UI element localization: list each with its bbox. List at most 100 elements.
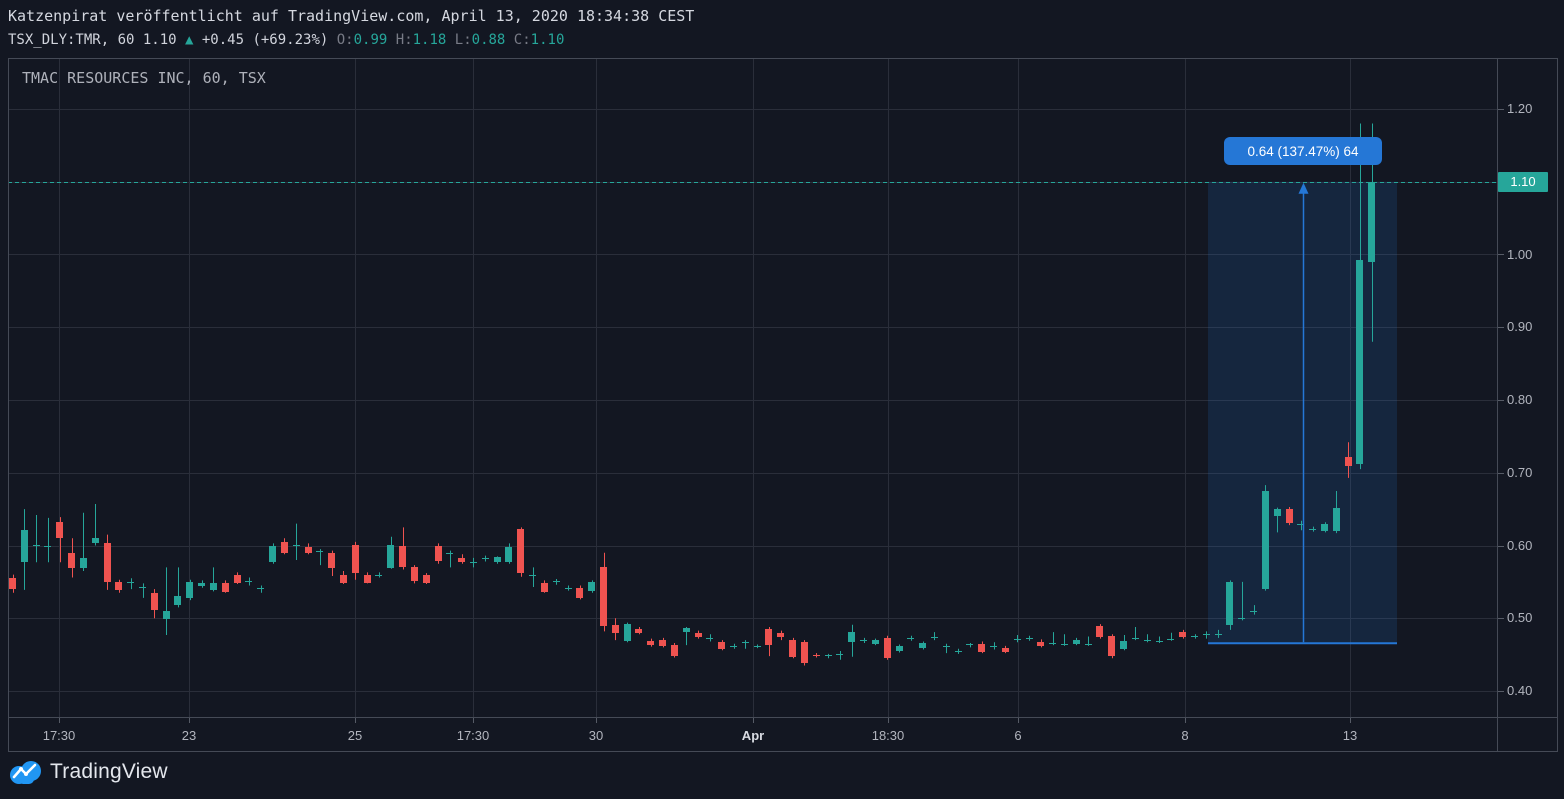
candle-body bbox=[1073, 640, 1080, 644]
candle-body bbox=[624, 624, 631, 641]
ohlc-segment: O: bbox=[336, 32, 354, 48]
candle-body bbox=[222, 583, 229, 592]
candle-body bbox=[730, 646, 737, 647]
ohlc-segment: H: bbox=[395, 32, 413, 48]
candle-body bbox=[896, 646, 903, 651]
candle-body bbox=[151, 593, 158, 610]
candle-body bbox=[257, 588, 264, 589]
candle-body bbox=[340, 575, 347, 583]
time-tick-label: Apr bbox=[741, 728, 765, 743]
ohlc-segment: 0.99 bbox=[353, 32, 396, 48]
candle-body bbox=[647, 641, 654, 645]
candle-body bbox=[375, 575, 382, 576]
candle-body bbox=[163, 611, 170, 619]
candle-body bbox=[754, 646, 761, 647]
candle-body bbox=[127, 582, 134, 583]
candle-body bbox=[612, 625, 619, 633]
candle-body bbox=[671, 645, 678, 656]
symbol-ohlc-line: TSX_DLY:TMR, 60 1.10 ▲ +0.45 (+69.23%) O… bbox=[8, 32, 564, 48]
measure-region bbox=[1208, 181, 1397, 644]
candle-body bbox=[482, 558, 489, 559]
candle-body bbox=[801, 642, 808, 663]
candle-body bbox=[1085, 644, 1092, 645]
candle-body bbox=[1250, 611, 1257, 612]
candle-body bbox=[387, 545, 394, 568]
candle-body bbox=[683, 628, 690, 632]
candle-body bbox=[765, 629, 772, 645]
candle-body bbox=[411, 567, 418, 581]
price-tick-label: 0.60 bbox=[1507, 537, 1533, 553]
candle-body bbox=[1356, 260, 1363, 464]
candle-body bbox=[245, 581, 252, 582]
ohlc-segment: ▲ bbox=[185, 32, 194, 48]
candle-body bbox=[281, 542, 288, 553]
candle-body bbox=[565, 588, 572, 589]
candle-body bbox=[1191, 636, 1198, 637]
candle-body bbox=[1321, 524, 1328, 531]
candle-body bbox=[1215, 634, 1222, 635]
ohlc-segment: +0.45 (+69.23%) bbox=[193, 32, 337, 48]
candle-body bbox=[1333, 508, 1340, 531]
candle-body bbox=[446, 553, 453, 554]
time-tick-label: 30 bbox=[588, 728, 604, 743]
candle-body bbox=[1262, 491, 1269, 589]
candle-body bbox=[458, 558, 465, 562]
candle-body bbox=[517, 529, 524, 573]
last-price-label: 1.10 bbox=[1498, 171, 1548, 192]
ohlc-segment: C: bbox=[513, 32, 531, 48]
candle-body bbox=[210, 583, 217, 590]
ohlc-segment: TSX_DLY:TMR, 60 1.10 bbox=[8, 32, 186, 48]
candle-body bbox=[305, 547, 312, 553]
candle-body bbox=[423, 575, 430, 583]
candle-body bbox=[978, 644, 985, 652]
chart-legend: TMAC RESOURCES INC, 60, TSX bbox=[22, 69, 266, 87]
measure-label[interactable]: 0.64 (137.47%) 64 bbox=[1224, 137, 1382, 165]
time-tick-label: 23 bbox=[181, 728, 197, 743]
candle-body bbox=[1049, 643, 1056, 644]
candle-body bbox=[966, 644, 973, 645]
candle-body bbox=[588, 582, 595, 591]
candle-body bbox=[931, 637, 938, 638]
price-tick-label: 1.00 bbox=[1507, 246, 1533, 262]
price-tick-label: 1.20 bbox=[1507, 101, 1533, 116]
time-tick-label: 8 bbox=[1181, 728, 1189, 743]
candle-body bbox=[990, 646, 997, 647]
candle-body bbox=[364, 575, 371, 583]
candle-body bbox=[600, 567, 607, 626]
candle-body bbox=[33, 545, 40, 546]
candle-body bbox=[777, 633, 784, 637]
candle-body bbox=[943, 646, 950, 647]
candle-body bbox=[316, 551, 323, 552]
candle-body bbox=[1297, 524, 1304, 525]
candle-body bbox=[269, 546, 276, 562]
candle-body bbox=[576, 588, 583, 598]
price-tick-label: 0.40 bbox=[1507, 683, 1533, 698]
time-tick-label: 25 bbox=[347, 728, 363, 743]
candle-body bbox=[186, 582, 193, 598]
candle-body bbox=[44, 546, 51, 547]
candle-body bbox=[836, 654, 843, 655]
candle-body bbox=[21, 530, 28, 562]
candle-body bbox=[1368, 182, 1375, 262]
candle-body bbox=[352, 545, 359, 573]
candle-body bbox=[718, 642, 725, 649]
candle-body bbox=[1026, 638, 1033, 639]
candle-body bbox=[505, 547, 512, 562]
measure-arrowhead bbox=[1298, 182, 1309, 194]
candle-body bbox=[1014, 639, 1021, 640]
candle-body bbox=[1108, 636, 1115, 656]
ohlc-segment: 1.10 bbox=[530, 32, 565, 48]
candle-body bbox=[80, 558, 87, 568]
time-tick-label: 17:30 bbox=[456, 728, 490, 743]
candle-body bbox=[1132, 638, 1139, 639]
candle-body bbox=[1002, 648, 1009, 652]
candle-body bbox=[198, 583, 205, 586]
candle-body bbox=[848, 632, 855, 642]
candle-body bbox=[494, 557, 501, 562]
chart-frame bbox=[8, 58, 1558, 752]
tradingview-logo[interactable]: TradingView bbox=[8, 756, 168, 788]
candle-body bbox=[907, 638, 914, 639]
candle-body bbox=[553, 581, 560, 582]
candle-body bbox=[9, 578, 16, 589]
